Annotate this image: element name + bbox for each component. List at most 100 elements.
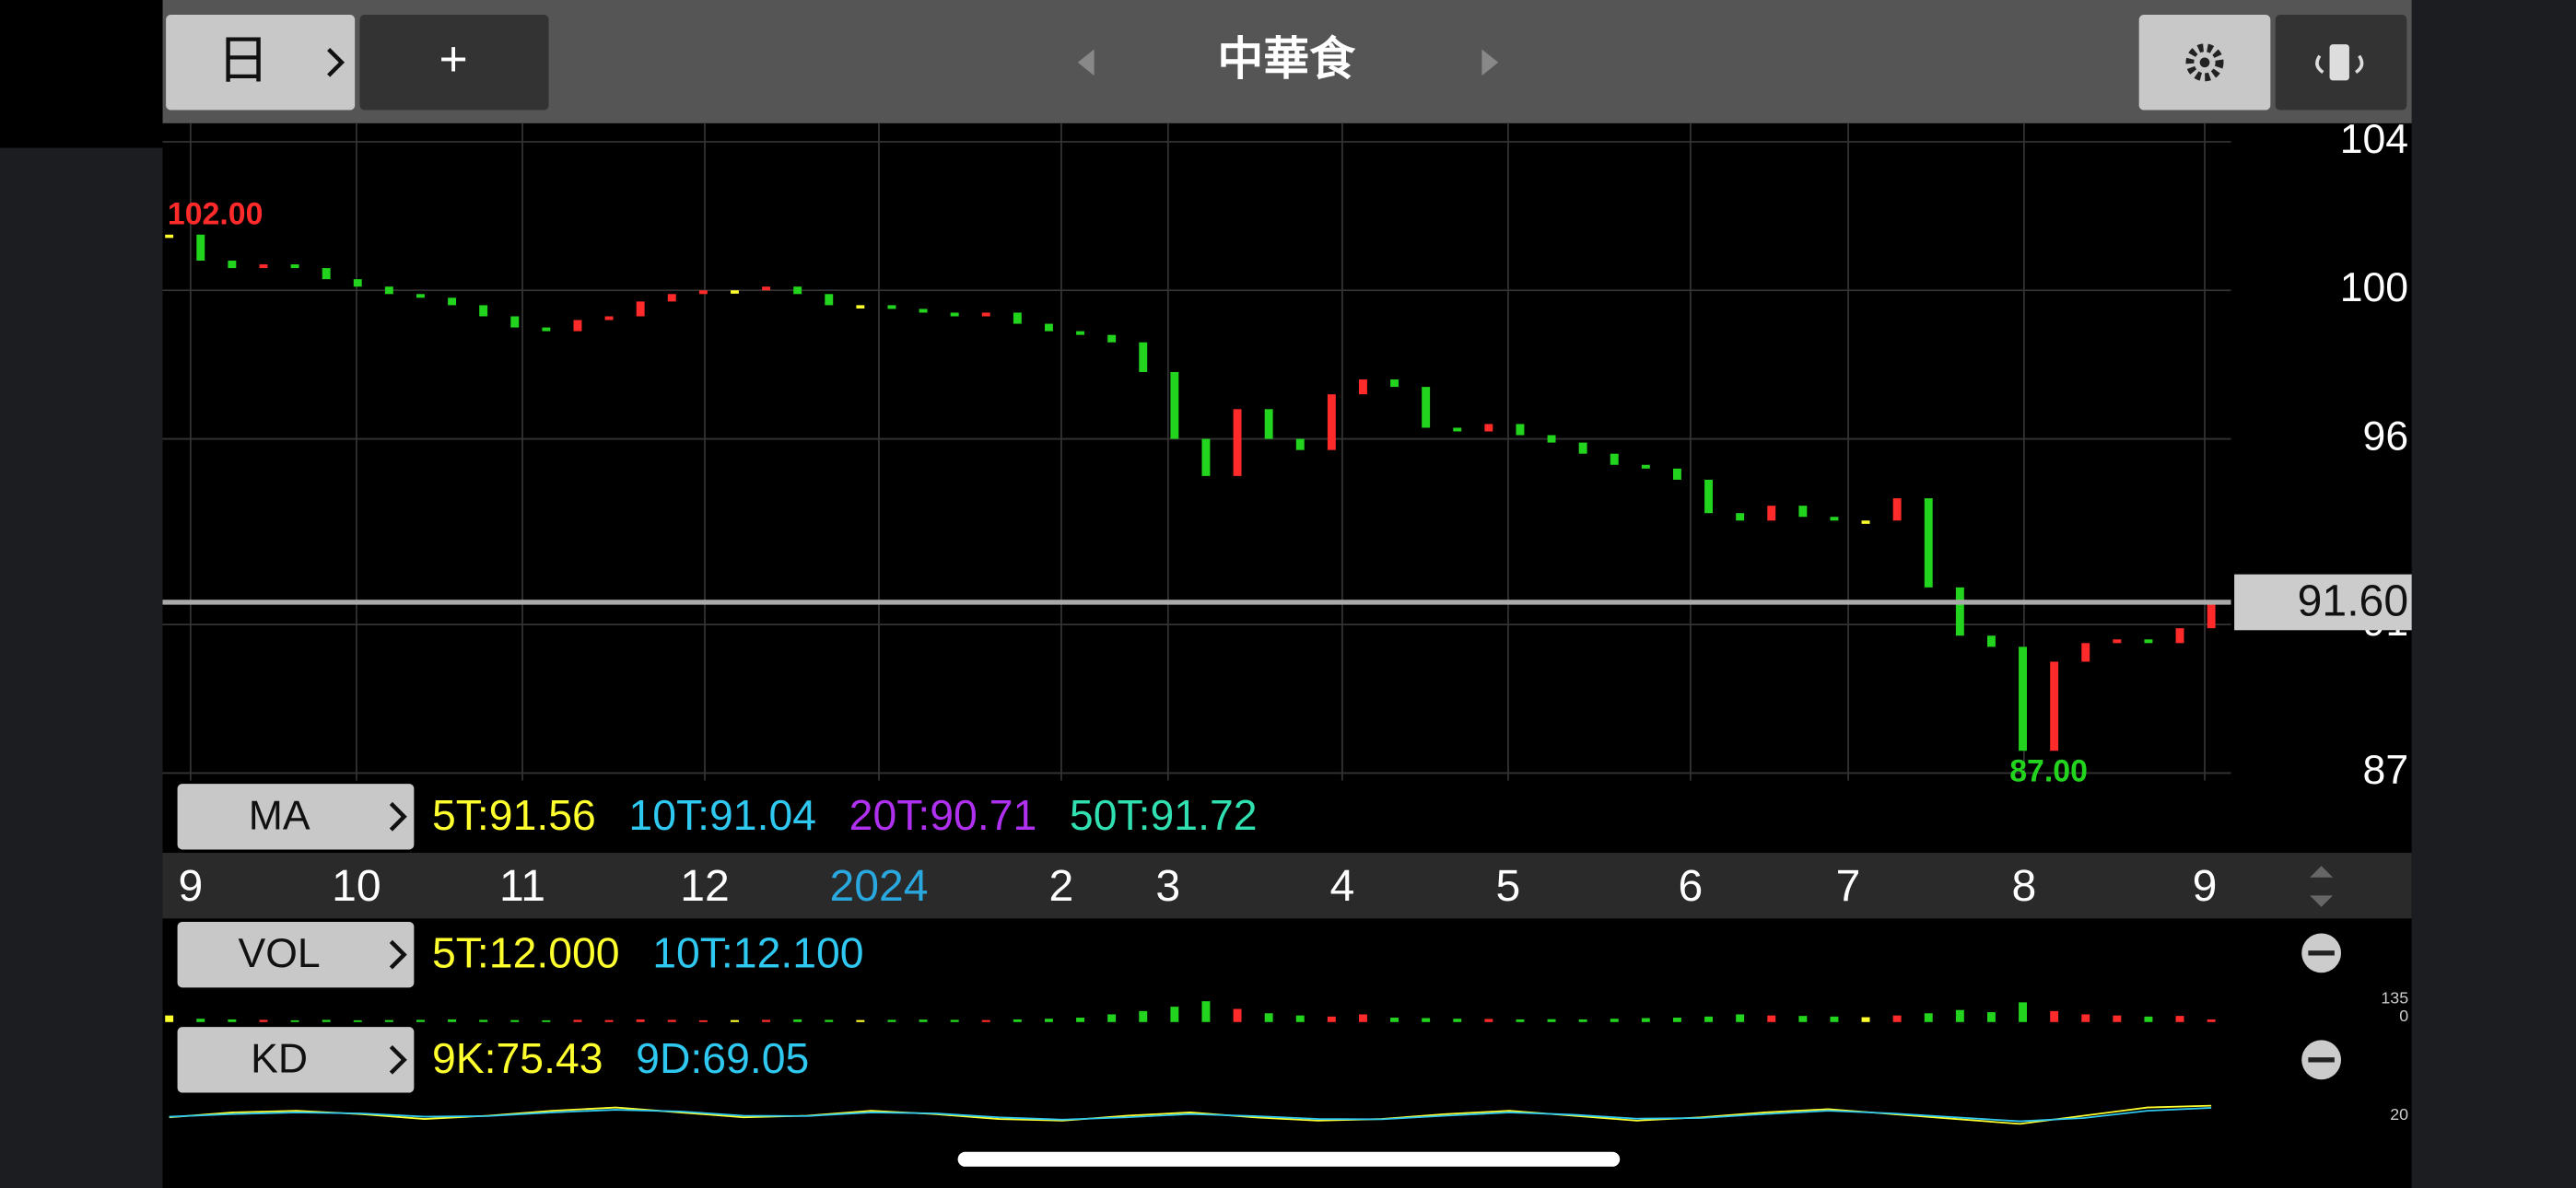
indicator-button-label: VOL [239,931,321,976]
vol-bar [950,1019,959,1022]
vol-bar [1547,1019,1556,1022]
y-tick-label: 100 [2340,265,2408,310]
chevron [327,47,345,77]
candle [1798,506,1808,518]
candle [731,290,739,294]
vol-bar [1610,1019,1619,1022]
chevron [389,939,407,970]
candle [825,294,834,306]
home-indicator [957,1151,1621,1167]
candle [1044,323,1053,332]
vol-bar [604,1019,614,1022]
candle [1861,520,1870,524]
candle [604,316,614,320]
candle [2175,628,2184,644]
candle [2081,643,2090,662]
vol-bar [1390,1018,1399,1022]
candle [479,305,488,317]
candle [290,264,299,269]
vol-bar [698,1019,708,1022]
candle [1892,498,1902,521]
vol-bar [1107,1014,1117,1022]
prev-arrow[interactable] [1077,49,1095,76]
vol-bar [1233,1008,1242,1022]
month-axis-bar [162,853,2412,919]
vol-bar [1672,1018,1681,1022]
vol-bar [731,1019,739,1022]
vol-bar [1704,1016,1714,1022]
candle [510,316,520,328]
candle [573,320,582,332]
candle [1170,371,1179,439]
gear-icon [2185,43,2224,82]
month-label: 3 [1155,861,1180,911]
vol-bar [573,1019,582,1022]
indicator-button[interactable] [177,784,415,850]
high-label: 102.00 [168,197,263,232]
month-label: 4 [1329,861,1354,911]
vol-bar [416,1019,425,1022]
candle [416,294,425,298]
candle [1453,427,1462,432]
period-button[interactable] [166,15,356,111]
candle [762,286,771,291]
indicator-button[interactable] [177,1027,415,1093]
candle [1484,424,1493,432]
candle [887,305,896,309]
indicator-value: 10T:91.04 [628,791,816,839]
y-tick-label: 104 [2340,117,2408,162]
candle [1295,438,1305,450]
candle [2019,646,2027,751]
last-price-box [2234,574,2412,631]
candle [2113,639,2122,644]
indicator-value: 10T:12.100 [652,929,863,977]
candle [793,286,802,295]
indicator-button-label: MA [249,793,310,838]
indicator-value: 5T:91.56 [432,791,596,839]
candle [1076,331,1085,335]
candle [1578,442,1587,454]
candle [667,294,676,302]
vol-bar [2175,1016,2184,1022]
indicator-button-label: KD [251,1036,308,1081]
month-label: 2 [1049,861,1074,911]
vol-tick-label: 135 [2381,989,2408,1007]
vol-bar [1578,1019,1587,1022]
month-label: 7 [1836,861,1861,911]
y-tick-label: 96 [2363,413,2409,459]
candle [1516,424,1525,436]
add-button[interactable] [359,15,549,111]
last-price-label: 91.60 [2298,576,2408,625]
candle [448,297,457,306]
vol-bar [1924,1013,1933,1022]
vol-bar [1139,1010,1148,1022]
month-label: 9 [178,861,203,911]
vol-bar [228,1019,237,1022]
indicator-value: 5T:12.000 [432,929,620,977]
vol-bar [793,1019,802,1022]
y-tick-label: 87 [2363,748,2409,793]
vol-bar [1516,1019,1525,1022]
vol-bar [2113,1015,2122,1022]
scroll-down[interactable] [2310,895,2334,907]
month-label: 10 [332,861,381,911]
vol-bar [510,1019,520,1022]
minus [2308,1057,2335,1063]
vol-bar [1453,1019,1462,1022]
month-label: 6 [1678,861,1703,911]
vol-bar [919,1019,928,1022]
right-margin [2411,0,2576,1188]
next-arrow[interactable] [1481,49,1499,76]
month-label: 9 [2193,861,2218,911]
scroll-up[interactable] [2310,866,2334,878]
indicator-button[interactable] [177,921,415,988]
candle [1641,464,1650,469]
candle [228,261,237,269]
gear-center [2199,57,2210,68]
left-margin [0,147,163,1188]
candle [1358,379,1367,395]
vol-bar [762,1019,771,1022]
